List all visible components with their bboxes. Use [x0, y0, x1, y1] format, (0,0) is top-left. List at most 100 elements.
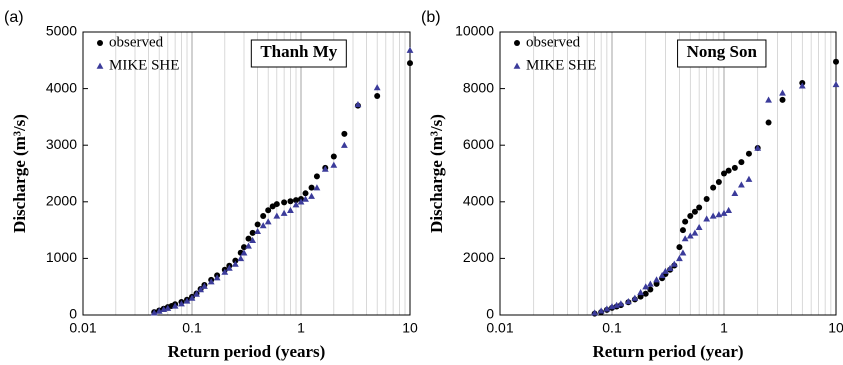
data-point [406, 46, 414, 53]
data-point [197, 286, 205, 293]
data-point [280, 209, 288, 216]
data-point [682, 218, 689, 225]
data-point [373, 84, 381, 91]
data-point [658, 271, 666, 279]
data-point [703, 195, 710, 202]
data-point [213, 274, 221, 281]
legend-label: MIKE SHE [109, 57, 179, 73]
data-point [647, 286, 654, 293]
legend-label: MIKE SHE [526, 57, 596, 73]
data-point [721, 170, 727, 177]
data-point [676, 255, 683, 262]
y-tick-label: 6000 [463, 136, 494, 152]
data-point [653, 276, 660, 283]
data-point [666, 264, 674, 272]
data-point [302, 195, 309, 202]
data-point [354, 101, 362, 108]
data-point [725, 167, 732, 174]
data-point [249, 229, 256, 236]
data-point [646, 280, 654, 287]
data-point [287, 198, 294, 205]
data-point [603, 305, 611, 312]
data-point [731, 189, 739, 197]
data-point [738, 159, 745, 166]
data-point [281, 199, 288, 206]
data-point [313, 173, 320, 180]
chart-title: Thanh My [260, 42, 337, 61]
legend-marker [514, 40, 520, 46]
data-point [260, 212, 267, 219]
data-point [765, 119, 772, 126]
chart-title: Nong Son [687, 42, 758, 61]
x-tick-label: 0.1 [602, 320, 622, 336]
data-point [193, 290, 200, 297]
data-point [715, 178, 722, 185]
data-point [273, 212, 281, 219]
x-tick-label: 1 [297, 320, 305, 336]
data-point [155, 307, 163, 314]
data-point [178, 300, 185, 307]
data-point [340, 141, 348, 148]
data-point [207, 278, 215, 285]
x-tick-label: 0.01 [486, 320, 513, 336]
y-tick-label: 2000 [463, 249, 494, 265]
data-point [725, 206, 733, 214]
x-tick-label: 10 [402, 320, 418, 336]
data-point [287, 206, 294, 214]
data-point [313, 184, 321, 191]
panel-label: (a) [4, 9, 24, 26]
data-point [832, 80, 840, 88]
data-point [330, 153, 337, 160]
data-point [237, 255, 245, 262]
x-tick-label: 10 [828, 320, 843, 336]
data-point [737, 181, 745, 188]
data-point [637, 288, 644, 296]
data-point [150, 309, 158, 316]
data-point [720, 209, 728, 216]
data-point [292, 201, 300, 208]
data-point [259, 222, 267, 229]
panel-label: (b) [421, 9, 441, 26]
data-point [691, 229, 699, 236]
y-tick-label: 3000 [46, 136, 77, 152]
data-point [695, 223, 703, 230]
data-point [691, 208, 698, 215]
legend-label: observed [109, 34, 164, 50]
data-point [201, 282, 208, 289]
data-point [686, 232, 694, 239]
data-point [745, 150, 752, 157]
data-point [642, 283, 650, 290]
y-tick-label: 0 [486, 306, 494, 322]
legend-marker [97, 40, 103, 46]
data-point [591, 309, 599, 316]
data-point [240, 249, 248, 256]
data-point [245, 235, 252, 242]
data-point [617, 300, 625, 307]
data-point [637, 293, 644, 300]
data-point [779, 96, 786, 103]
data-point [254, 227, 262, 234]
x-tick-label: 0.1 [182, 320, 202, 336]
data-point [225, 264, 233, 271]
title-box [250, 39, 347, 68]
y-tick-label: 1000 [46, 249, 77, 265]
data-point [249, 236, 257, 244]
data-point [265, 207, 272, 214]
legend-marker [513, 62, 521, 69]
data-point [330, 161, 338, 168]
data-point [254, 221, 261, 228]
data-point [597, 307, 605, 314]
legend-marker [96, 62, 104, 69]
data-point [221, 268, 229, 275]
data-point [297, 198, 305, 205]
data-point [642, 290, 649, 297]
data-point [374, 92, 381, 99]
data-point [407, 60, 413, 67]
y-tick-label: 5000 [46, 23, 77, 39]
data-point [696, 204, 703, 211]
y-axis-title: Discharge (m³/s) [10, 114, 29, 233]
legend-label: observed [526, 34, 581, 50]
data-point [670, 260, 678, 267]
data-point [245, 242, 252, 249]
plot-frame [82, 31, 411, 316]
